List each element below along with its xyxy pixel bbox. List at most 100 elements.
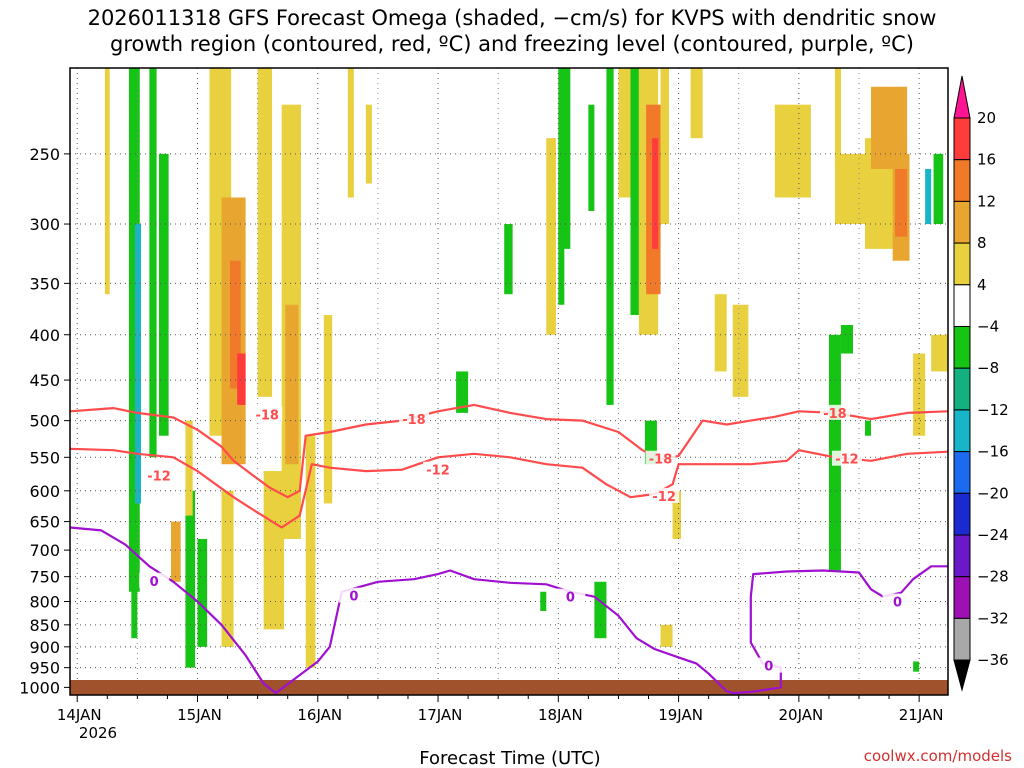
ytick-label-800: 800 [29,593,60,612]
omega-cell-5 [185,490,196,668]
xtick-label-18JAN: 18JAN [538,706,583,724]
ytick-label-950: 950 [29,659,60,678]
ytick-label-500: 500 [29,412,60,431]
omega-cell-30 [594,581,607,639]
omega-cell-14 [263,471,285,630]
omega-cell-32 [618,68,631,198]
contour-label-zero-1: 0 [349,590,358,605]
contour-label-minus12-2: -12 [652,490,676,505]
x-sublabel-year: 2026 [79,724,117,742]
colorbar-swatch-2 [953,159,971,202]
omega-cell-18 [365,104,372,184]
contour-label-bg [645,450,676,466]
ytick-label-1000: 1000 [19,678,60,697]
omega-cell-17 [347,68,354,198]
omega-cell-39 [660,624,673,647]
contour-label-bg [649,487,680,503]
omega-cell-8 [229,260,241,389]
colorbar-swatch-3 [953,200,971,244]
xtick-label-21JAN: 21JAN [899,706,944,724]
colorbar-label-2: 12 [977,192,996,210]
colorbar-swatch-4 [953,242,971,286]
colorbar-label-1: 16 [977,151,996,169]
x-axis-label: Forecast Time (UTC) [419,748,600,768]
contour-label-minus12-1: -12 [426,464,450,479]
colorbar-label-7: −12 [977,401,1009,419]
contour-label-bg [819,404,850,420]
omega-cell-20 [104,68,110,295]
colorbar-label-11: −28 [977,568,1009,586]
omega-cell-52 [895,168,908,237]
colorbar-legend: 20 16 12 8 4 −4 −8 −12 −16 −20 −24 −28 −32 −36 [953,75,1009,692]
colorbar-label-5: −4 [977,318,999,336]
colorbar-swatch-1 [953,117,971,161]
omega-cell-13 [221,490,234,647]
chart-title-line-2: growth region (contoured, red, ºC) and f… [110,32,914,56]
omega-cell-54 [933,153,944,225]
ytick-label-350: 350 [29,274,60,293]
xtick-label-17JAN: 17JAN [418,706,463,724]
colorbar-label-9: −20 [977,484,1009,502]
omega-cell-42 [714,294,727,372]
omega-cell-3 [159,153,169,436]
omega-cell-23 [456,371,469,413]
omega-cell-12 [285,304,299,465]
omega-cell-19 [197,538,208,647]
colorbar-swatch-7 [953,367,971,411]
time-axis: 14JAN 15JAN 16JAN 17JAN 18JAN 19JAN 20JAN 21JAN [57,695,944,724]
colorbar-label-0: 20 [977,109,996,127]
contour-minus12 [70,447,948,529]
colorbar-label-6: −8 [977,359,999,377]
omega-cell-24 [504,224,513,295]
chart-title-line-1: 2026011318 GFS Forecast Omega (shaded, −… [88,6,937,30]
omega-cell-55 [925,168,932,225]
omega-cell-37 [660,68,669,225]
contour-label-bg [555,588,586,604]
contour-label-zero-4: 0 [893,596,902,611]
colorbar-swatch-12 [953,576,971,619]
omega-shading-layer [104,68,948,672]
xtick-label-19JAN: 19JAN [658,706,703,724]
ytick-label-600: 600 [29,482,60,501]
contour-label-minus12-3: -12 [835,453,859,468]
contour-label-minus18-0: -18 [255,408,279,423]
contour-label-bg [423,461,454,477]
omega-cell-10 [257,68,273,397]
ytick-label-700: 700 [29,541,60,560]
ytick-label-900: 900 [29,638,60,657]
contour-label-bg [338,587,369,603]
credit-text: coolwx.com/models [864,747,1012,765]
colorbar-label-3: 8 [977,234,987,252]
ytick-label-250: 250 [29,145,60,164]
colorbar-bottom-triangle [953,659,971,692]
omega-cell-29 [588,104,595,211]
omega-cell-0 [128,68,140,592]
ytick-label-750: 750 [29,568,60,587]
omega-cell-26 [546,138,556,335]
omega-cell-46 [840,325,853,354]
ytick-label-300: 300 [29,215,60,234]
colorbar-label-12: −32 [977,609,1009,627]
omega-cell-58 [913,661,920,672]
colorbar-label-4: 4 [977,276,987,294]
omega-cell-36 [652,138,659,249]
omega-cell-40 [672,490,681,539]
contour-label-bg [882,593,913,609]
ytick-label-550: 550 [29,448,60,467]
xtick-label-16JAN: 16JAN [297,706,342,724]
colorbar-swatch-5 [953,284,971,327]
omega-cell-22 [185,420,193,516]
omega-cell-4 [131,550,138,639]
omega-cell-16 [323,315,333,504]
omega-cell-21 [171,521,181,582]
omega-cell-9 [237,353,246,405]
pressure-axis: 250 300 350 400 450 500 550 600 650 700 750 800 850 9… [19,145,70,697]
omega-cell-2 [149,68,157,458]
omega-cell-41 [690,68,703,139]
omega-cell-57 [865,420,872,436]
omega-cell-56 [931,334,948,372]
colorbar-swatch-8 [953,409,971,453]
contour-zero [70,526,948,695]
contour-label-zero-3: 0 [764,660,773,675]
omega-cell-53 [913,353,926,436]
